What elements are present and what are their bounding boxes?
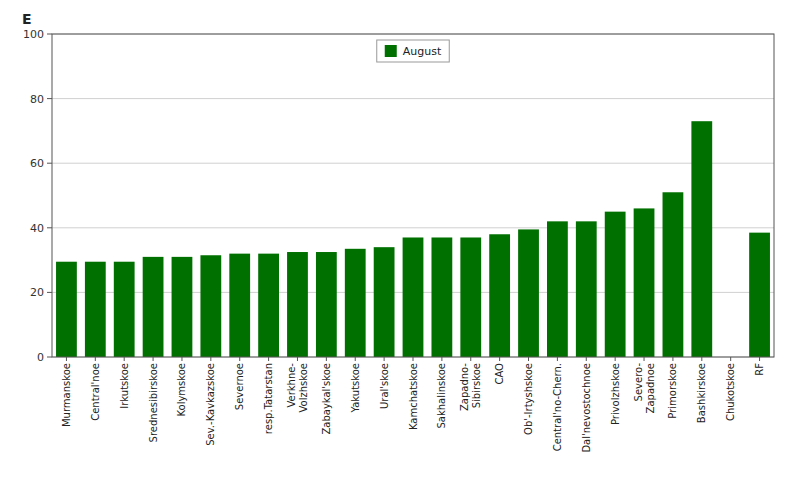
x-tick [326,357,327,361]
bar [460,237,481,357]
legend-box [377,40,450,62]
bar [374,247,395,357]
x-tick [239,357,240,361]
x-tick-label: Central'noe [90,363,101,421]
bar [287,252,308,357]
x-tick [672,357,673,361]
x-tick [268,357,269,361]
x-tick [441,357,442,361]
bar [634,208,655,357]
y-tick [47,357,52,358]
y-axis-label: E [22,11,32,27]
x-tick-label: Bashkirskoe [696,363,707,423]
y-tick-label: 100 [23,28,44,41]
bar [576,221,597,357]
x-tick-label: Verkhne-Volzhskoe [286,363,309,413]
x-tick-label: Murmanskoe [61,363,72,427]
x-tick [470,357,471,361]
bars [56,121,770,357]
x-tick-label: resp.Tatarstan [263,363,274,434]
chart: 0 20 40 60 80 100 Murmanskoe Central'noe Irkutsk… [0,0,790,479]
bar [691,121,712,357]
bar [518,229,539,357]
bar [547,221,568,357]
x-tick-label: Kamchatskoe [408,363,419,430]
bar [403,237,424,357]
bar [200,255,221,357]
x-tick-label: Ob'-Irtyshskoe [523,363,534,435]
x-tick [759,357,760,361]
x-tick [355,357,356,361]
x-tick [384,357,385,361]
y-tick-label: 20 [30,286,44,299]
bar [605,212,626,357]
x-tick [297,357,298,361]
y-tick-label: 0 [37,351,44,364]
bar [431,237,452,357]
x-tick [153,357,154,361]
x-tick-label: Irkutskoe [119,363,130,409]
x-tick [557,357,558,361]
x-tick [528,357,529,361]
grid-line [52,98,774,99]
x-tick-label: Dal'nevostochnoe [581,363,592,453]
x-tick [644,357,645,361]
bar [345,249,366,357]
x-tick-label: Privolzhskoe [610,363,621,425]
bar [114,262,135,357]
x-tick-label: Ural'skoe [379,363,390,409]
x-tick [730,357,731,361]
grid-line [52,163,774,164]
y-tick-label: 60 [30,157,44,170]
bar [56,262,77,357]
x-tick [66,357,67,361]
legend-swatch [385,45,397,57]
x-tick [124,357,125,361]
x-tick [615,357,616,361]
y-tick [47,292,52,293]
y-tick [47,227,52,228]
bar [749,233,770,357]
x-tick-label: CAO [494,363,505,385]
bar [172,257,193,357]
x-tick-label: Primorskoe [667,363,678,419]
x-tick [413,357,414,361]
y-tick-label: 40 [30,222,44,235]
x-tick-label: Sev.-Kavkazskoe [205,363,216,446]
x-tick-label: Yakutskoe [350,363,361,414]
y-tick [47,98,52,99]
x-tick [701,357,702,361]
legend-label: August [403,45,442,58]
plot-frame [52,34,774,357]
x-tick-label: Zapadno-Sibirskoe [459,363,482,411]
x-tick-label: Central'no-Chern. [552,363,563,451]
bar [229,254,250,357]
y-tick-label: 80 [30,93,44,106]
y-tick [47,163,52,164]
x-tick-label: Severo-Zapadnoe [633,363,656,414]
x-tick-label: Severnoe [234,363,245,410]
bar [489,234,510,357]
bar [663,192,684,357]
x-tick [181,357,182,361]
x-tick-label: Kolymskoe [176,363,187,417]
legend: August [377,40,450,62]
grid [52,34,774,357]
x-tick [95,357,96,361]
x-tick-label: RF [754,363,765,376]
bar [258,254,279,357]
x-tick [586,357,587,361]
y-tick [47,34,52,35]
x-tick [210,357,211,361]
x-tick-label: Zabaykal'skoe [321,363,332,435]
x-tick [499,357,500,361]
bar [143,257,164,357]
x-tick-label: Chukotskoe [725,363,736,421]
x-tick-label: Srednesibirskoe [148,363,159,442]
bar [85,262,106,357]
x-tick-label: Sakhalinskoe [436,363,447,429]
bar [316,252,337,357]
